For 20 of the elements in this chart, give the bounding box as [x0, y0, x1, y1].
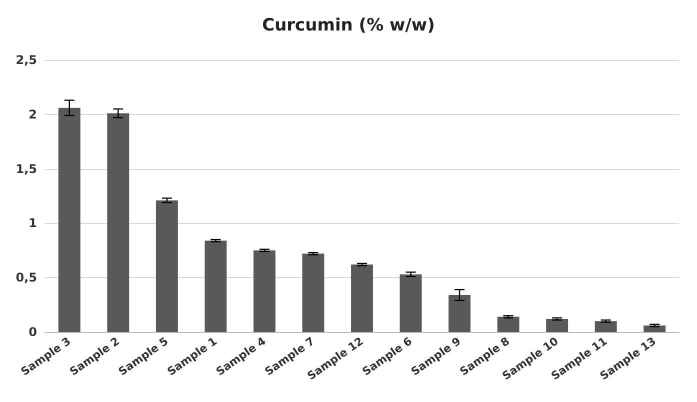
bar [204, 240, 227, 332]
y-tick-label: 0,5 [16, 270, 37, 285]
bar [156, 200, 178, 332]
chart-title: Curcumin (% w/w) [262, 16, 435, 36]
bar [400, 274, 422, 332]
y-tick-label: 2,5 [16, 53, 37, 67]
y-tick-label: 1,5 [16, 162, 37, 176]
bar [351, 264, 373, 332]
bar [448, 295, 471, 332]
bar [253, 250, 276, 332]
bar [594, 321, 617, 332]
bar [107, 113, 130, 332]
y-tick-label: 1 [28, 216, 37, 230]
bar [497, 316, 520, 332]
bar [546, 318, 568, 332]
bar [644, 325, 666, 332]
y-tick-label: 2 [28, 107, 37, 122]
y-tick-label: 0 [28, 325, 37, 339]
bar [58, 108, 80, 332]
bar [302, 254, 324, 332]
